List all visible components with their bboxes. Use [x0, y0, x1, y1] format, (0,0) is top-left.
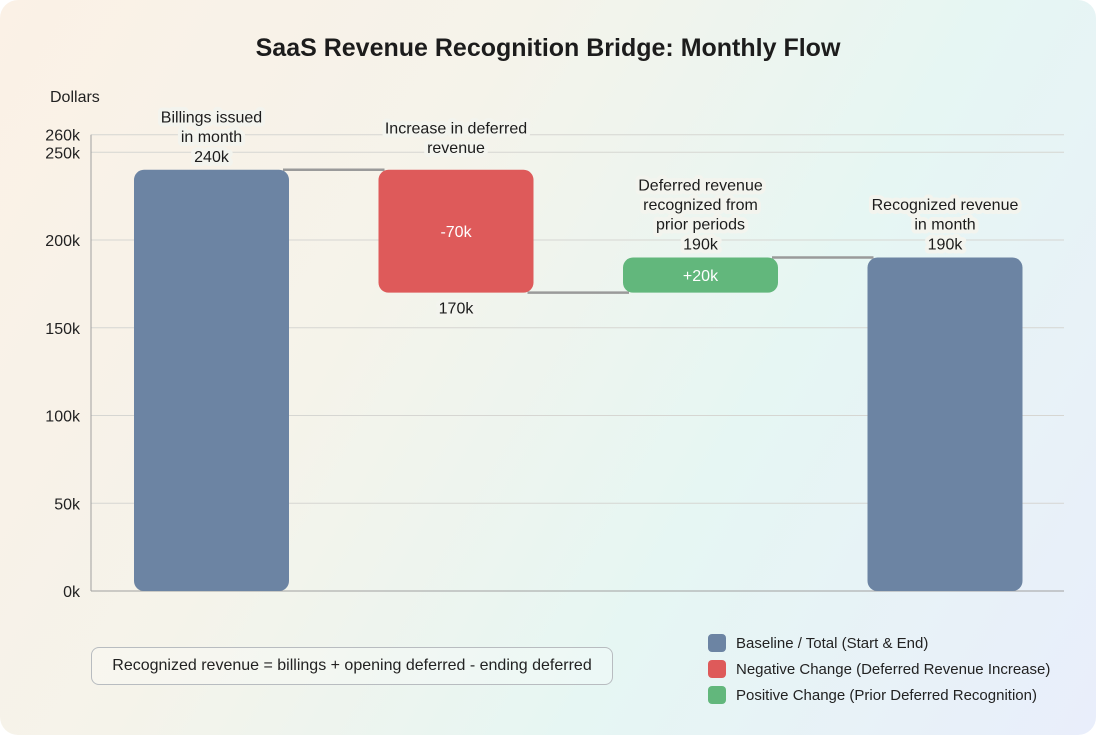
- category-label: revenue: [427, 140, 485, 157]
- legend-item-total: Baseline / Total (Start & End): [708, 630, 1050, 656]
- bar-delta-label: -70k: [440, 224, 472, 241]
- y-tick-label: 260k: [45, 128, 81, 145]
- bar-negative: [378, 169, 534, 293]
- category-label: Recognized revenue: [872, 197, 1019, 214]
- legend-item-positive: Positive Change (Prior Deferred Recognit…: [708, 682, 1050, 708]
- value-label: 240k: [194, 149, 230, 166]
- value-label: 190k: [683, 237, 719, 254]
- y-tick-label: 0k: [63, 584, 81, 601]
- legend-label: Negative Change (Deferred Revenue Increa…: [736, 660, 1051, 678]
- y-axis-label: Dollars: [50, 89, 100, 106]
- formula-annotation: Recognized revenue = billings + opening …: [91, 647, 613, 685]
- y-tick-label: 250k: [45, 145, 81, 162]
- legend-label: Positive Change (Prior Deferred Recognit…: [736, 686, 1037, 704]
- bar-total: [134, 169, 289, 592]
- category-label: in month: [914, 217, 975, 234]
- bar-delta-label: +20k: [683, 268, 719, 285]
- category-label: prior periods: [656, 217, 745, 234]
- category-label: Increase in deferred: [385, 120, 527, 137]
- y-tick-label: 50k: [54, 496, 81, 513]
- bar-positive: [623, 257, 778, 293]
- category-label: recognized from: [643, 197, 758, 214]
- category-label: Deferred revenue: [638, 178, 763, 195]
- bar-total: [867, 257, 1023, 591]
- category-label: in month: [181, 129, 242, 146]
- value-label: 190k: [928, 237, 964, 254]
- legend-swatch: [708, 660, 726, 678]
- category-label: Billings issued: [161, 109, 262, 126]
- chart-title: SaaS Revenue Recognition Bridge: Monthly…: [255, 34, 841, 62]
- legend-swatch: [708, 686, 726, 704]
- legend-item-negative: Negative Change (Deferred Revenue Increa…: [708, 656, 1050, 682]
- legend: Baseline / Total (Start & End) Negative …: [708, 630, 1050, 708]
- y-tick-label: 200k: [45, 233, 81, 250]
- y-tick-label: 150k: [45, 321, 81, 338]
- legend-label: Baseline / Total (Start & End): [736, 634, 929, 652]
- y-tick-label: 100k: [45, 409, 81, 426]
- value-label: 170k: [439, 301, 475, 318]
- legend-swatch: [708, 634, 726, 652]
